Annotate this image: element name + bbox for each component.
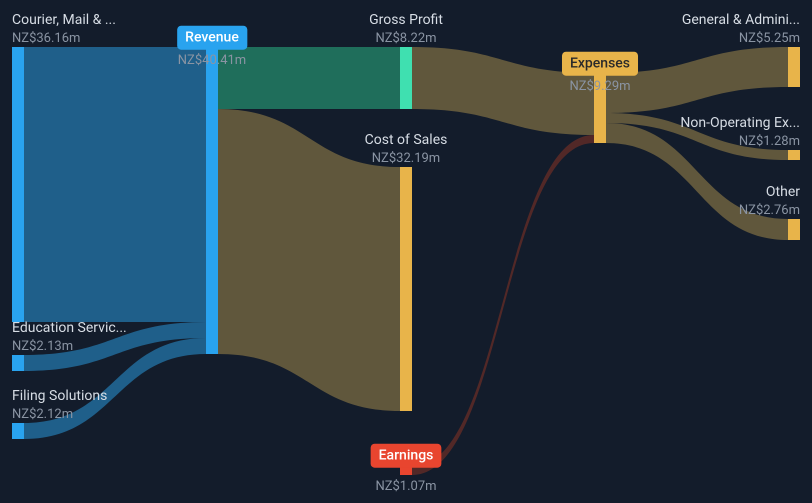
node-other[interactable]: [788, 219, 800, 240]
node-value-nonop: NZ$1.28m: [739, 134, 800, 149]
node-value-earnings: NZ$1.07m: [375, 479, 436, 494]
node-cos[interactable]: [400, 167, 412, 411]
node-label-nonop: Non-Operating Ex...: [680, 115, 800, 131]
node-label-gross: Gross Profit: [369, 12, 443, 28]
pill-revenue: Revenue: [177, 26, 247, 50]
pill-earnings: Earnings: [371, 444, 442, 468]
node-value-revenue: NZ$40.41m: [178, 53, 246, 68]
node-label-education: Education Servic...: [12, 320, 127, 336]
node-value-filing: NZ$2.12m: [12, 407, 73, 422]
node-value-gross: NZ$8.22m: [375, 31, 436, 46]
node-value-other: NZ$2.76m: [739, 203, 800, 218]
node-revenue[interactable]: [206, 47, 218, 354]
node-earnings[interactable]: [400, 467, 412, 475]
node-value-ga: NZ$5.25m: [739, 31, 800, 46]
node-filing[interactable]: [12, 423, 24, 439]
node-courier[interactable]: [12, 47, 24, 322]
node-value-education: NZ$2.13m: [12, 339, 73, 354]
node-ga[interactable]: [788, 47, 800, 87]
node-value-expenses: NZ$9.29m: [569, 79, 630, 94]
node-label-ga: General & Admini...: [682, 12, 800, 28]
node-value-cos: NZ$32.19m: [372, 151, 440, 166]
node-label-earnings: Earnings: [379, 448, 434, 464]
sankey-chart: Courier, Mail & ... NZ$36.16m Education Se…: [0, 0, 812, 503]
node-label-courier: Courier, Mail & ...: [12, 12, 116, 28]
flow-courier-revenue: [24, 47, 206, 322]
node-label-cos: Cost of Sales: [365, 132, 448, 148]
node-value-courier: NZ$36.16m: [12, 31, 80, 46]
node-nonop[interactable]: [788, 150, 800, 160]
node-education[interactable]: [12, 355, 24, 371]
node-label-expenses: Expenses: [570, 56, 630, 72]
node-label-other: Other: [766, 184, 800, 200]
pill-expenses: Expenses: [562, 52, 638, 76]
node-label-revenue: Revenue: [185, 30, 239, 46]
node-gross[interactable]: [400, 47, 412, 109]
node-label-filing: Filing Solutions: [12, 388, 107, 404]
